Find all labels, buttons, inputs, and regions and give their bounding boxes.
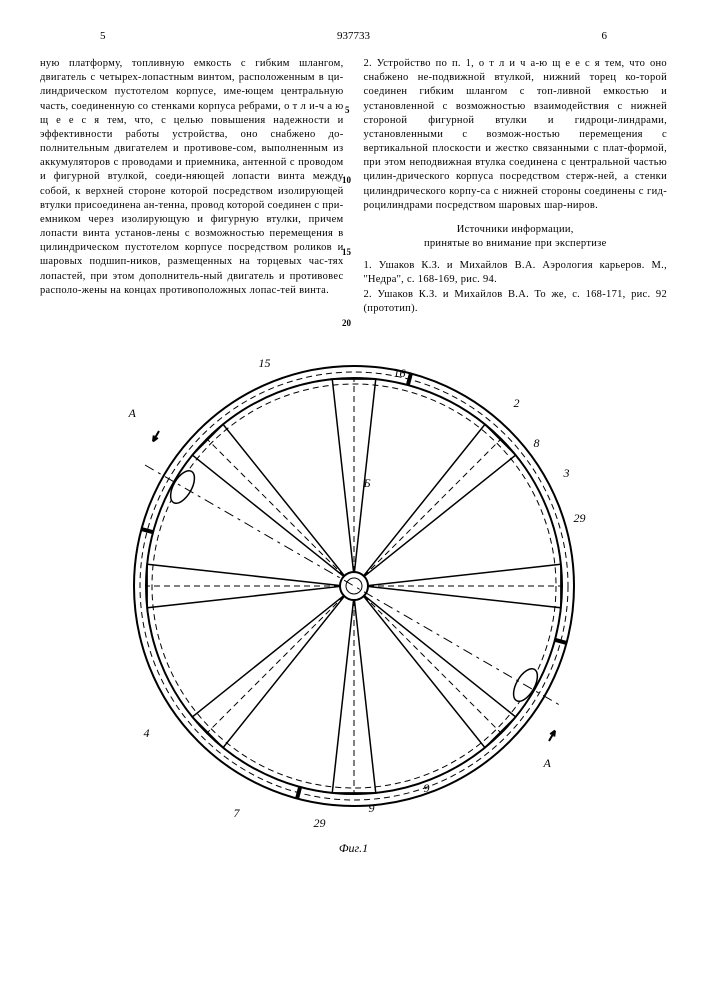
reference-2: 2. Ушаков К.З. и Михайлов В.А. То же, с.… <box>364 288 668 316</box>
page-number-left: 5 <box>100 30 106 42</box>
line-marker-20: 20 <box>342 318 351 328</box>
callout-4: 4 <box>144 726 150 741</box>
left-column: ную платформу, топливную емкость с гибки… <box>40 57 344 316</box>
patent-number: 937733 <box>337 30 370 42</box>
callout-16: 16 <box>394 366 406 381</box>
page-number-right: 6 <box>602 30 608 42</box>
line-marker-5: 5 <box>345 105 350 115</box>
figure-label: Фиг.1 <box>339 841 368 856</box>
reference-1: 1. Ушаков К.З. и Михайлов В.А. Аэрология… <box>364 259 668 287</box>
callout-9a: 9 <box>369 801 375 816</box>
callout-B: Б <box>364 476 371 491</box>
callout-A1: A <box>129 406 136 421</box>
callout-15: 15 <box>259 356 271 371</box>
claim-2-text: 2. Устройство по п. 1, о т л и ч а-ю щ е… <box>364 57 668 213</box>
callout-9b: 9 <box>424 781 430 796</box>
claim-1-text: ную платформу, топливную емкость с гибки… <box>40 57 344 298</box>
line-marker-10: 10 <box>342 175 351 185</box>
callout-8: 8 <box>534 436 540 451</box>
figure-svg <box>104 336 604 836</box>
callout-2: 2 <box>514 396 520 411</box>
callout-29b: 29 <box>314 816 326 831</box>
callout-7: 7 <box>234 806 240 821</box>
callout-A2: A <box>544 756 551 771</box>
callout-3: 3 <box>564 466 570 481</box>
text-columns: ную платформу, топливную емкость с гибки… <box>40 57 667 316</box>
line-marker-15: 15 <box>342 247 351 257</box>
sources-heading: Источники информации, принятые во вниман… <box>364 223 668 251</box>
figure-1: 15 16 2 8 3 29 A Б 4 7 29 9 9 A Фиг.1 <box>104 336 604 856</box>
callout-29a: 29 <box>574 511 586 526</box>
right-column: 2. Устройство по п. 1, о т л и ч а-ю щ е… <box>364 57 668 316</box>
